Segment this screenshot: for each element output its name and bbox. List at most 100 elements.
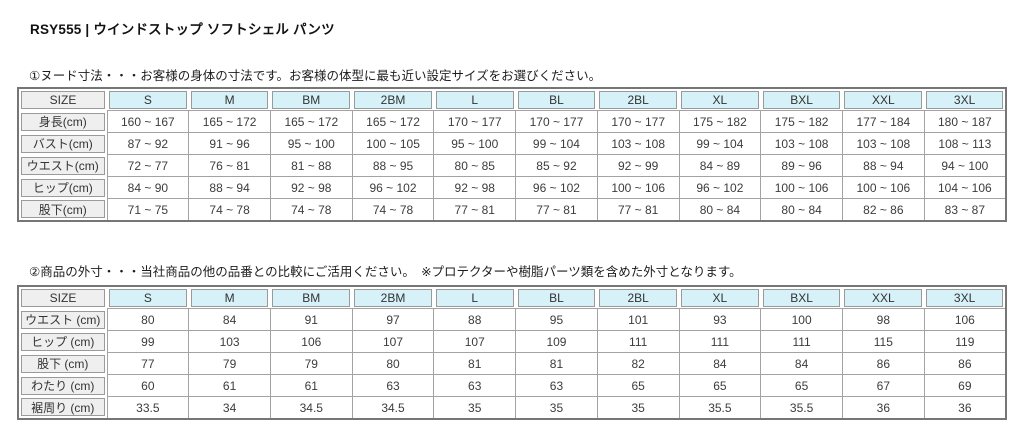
row-label: バスト(cm) <box>21 134 105 153</box>
size-column-header: 2BL <box>597 286 680 309</box>
table-row: 股下 (cm) 77 79 79 80 81 81 82 84 84 86 86 <box>18 352 1007 375</box>
size-column-header: BM <box>270 286 353 309</box>
size-column-header: BXL <box>760 286 843 309</box>
data-cell: 96 ~ 102 <box>351 176 435 199</box>
data-cell: 71 ~ 75 <box>106 198 190 222</box>
row-label-cell: ヒップ (cm) <box>18 330 107 353</box>
data-cell: 175 ~ 182 <box>760 110 843 133</box>
data-cell: 88 <box>433 308 517 331</box>
data-cell: 65 <box>678 374 762 397</box>
data-cell: 96 ~ 102 <box>678 176 762 199</box>
data-cell: 74 ~ 78 <box>269 198 353 222</box>
row-label-cell: 股下(cm) <box>18 198 107 221</box>
table-row: ウエスト(cm) 72 ~ 77 76 ~ 81 81 ~ 88 88 ~ 95 80 ~… <box>18 154 1007 177</box>
size-column-label: XXL <box>844 288 923 307</box>
data-cell: 88 ~ 95 <box>351 154 435 177</box>
size-column-header: S <box>107 88 189 111</box>
data-cell: 34.5 <box>269 396 353 420</box>
data-cell: 100 <box>760 308 843 331</box>
row-label-cell: ヒップ(cm) <box>18 176 107 199</box>
data-cell: 100 ~ 106 <box>841 176 925 199</box>
data-cell: 111 <box>760 330 843 353</box>
product-dimensions-table: SIZE S M BM 2BM L BL 2BL XL BXL XXL 3XL ウエスト (cm) 80 8… <box>17 285 1007 420</box>
data-cell: 103 ~ 108 <box>760 132 843 155</box>
data-cell: 77 ~ 81 <box>515 198 598 222</box>
row-label-cell: 股下 (cm) <box>18 352 107 375</box>
size-column-label: M <box>190 90 269 109</box>
note-nude-measurements: ①ヌード寸法・・・お客様の身体の寸法です。お客様の体型に最も近い設定サイズをお選… <box>29 69 602 83</box>
data-cell: 34.5 <box>351 396 435 420</box>
data-cell: 74 ~ 78 <box>351 198 435 222</box>
data-cell: 165 ~ 172 <box>351 110 435 133</box>
size-column-header: L <box>433 88 516 111</box>
row-label: 身長(cm) <box>21 112 105 131</box>
data-cell: 69 <box>923 374 1007 397</box>
data-cell: 85 ~ 92 <box>515 154 598 177</box>
size-column-header: BL <box>515 88 598 111</box>
data-cell: 86 <box>841 352 925 375</box>
header-row: SIZE S M BM 2BM L BL 2BL XL BXL XXL 3XL <box>18 88 1006 111</box>
size-column-header: XL <box>679 286 761 309</box>
size-column-label: XL <box>681 90 759 109</box>
data-cell: 95 <box>515 308 598 331</box>
data-cell: 88 ~ 94 <box>841 154 925 177</box>
data-cell: 35 <box>515 396 598 420</box>
product-title: RSY555 | ウインドストップ ソフトシェル パンツ <box>30 22 335 37</box>
data-cell: 111 <box>596 330 680 353</box>
data-cell: 91 <box>269 308 353 331</box>
data-cell: 165 ~ 172 <box>269 110 353 133</box>
size-column-header: S <box>107 286 189 309</box>
row-label-cell: バスト(cm) <box>18 132 107 155</box>
data-cell: 94 ~ 100 <box>923 154 1007 177</box>
size-column-header: M <box>188 286 271 309</box>
data-cell: 67 <box>841 374 925 397</box>
data-cell: 77 <box>106 352 190 375</box>
size-column-label: L <box>435 288 514 307</box>
data-cell: 84 <box>678 352 762 375</box>
size-column-label: 2BL <box>599 90 678 109</box>
data-cell: 92 ~ 99 <box>596 154 680 177</box>
data-cell: 84 ~ 90 <box>106 176 190 199</box>
size-column-label: S <box>109 288 187 307</box>
data-cell: 33.5 <box>106 396 190 420</box>
data-cell: 36 <box>841 396 925 420</box>
data-cell: 103 ~ 108 <box>596 132 680 155</box>
size-column-label: M <box>190 288 269 307</box>
data-cell: 61 <box>269 374 353 397</box>
data-cell: 61 <box>188 374 271 397</box>
data-cell: 98 <box>841 308 925 331</box>
data-cell: 63 <box>433 374 517 397</box>
size-column-label: S <box>109 90 187 109</box>
data-cell: 81 <box>433 352 517 375</box>
size-column-label: 2BM <box>354 288 432 307</box>
data-cell: 104 ~ 106 <box>923 176 1007 199</box>
data-cell: 175 ~ 182 <box>678 110 762 133</box>
size-column-header: 2BL <box>597 88 680 111</box>
data-cell: 165 ~ 172 <box>188 110 271 133</box>
row-label: 裾周り (cm) <box>21 398 105 417</box>
size-column-header: L <box>433 286 516 309</box>
size-column-label: 3XL <box>926 288 1003 307</box>
data-cell: 100 ~ 105 <box>351 132 435 155</box>
data-cell: 35 <box>433 396 517 420</box>
size-column-label: BXL <box>762 90 841 109</box>
size-column-header: M <box>188 88 271 111</box>
size-column-header: BXL <box>760 88 843 111</box>
data-cell: 81 <box>515 352 598 375</box>
data-cell: 86 <box>923 352 1007 375</box>
data-cell: 80 ~ 84 <box>760 198 843 222</box>
data-cell: 74 ~ 78 <box>188 198 271 222</box>
row-label-cell: ウエスト(cm) <box>18 154 107 177</box>
data-cell: 63 <box>515 374 598 397</box>
data-cell: 96 ~ 102 <box>515 176 598 199</box>
size-column-label: BL <box>517 288 596 307</box>
data-cell: 35 <box>596 396 680 420</box>
data-cell: 109 <box>515 330 598 353</box>
table-row: わたり (cm) 60 61 61 63 63 63 65 65 65 67 69 <box>18 374 1007 397</box>
size-column-header: XXL <box>842 286 925 309</box>
size-column-label: XXL <box>844 90 923 109</box>
data-cell: 88 ~ 94 <box>188 176 271 199</box>
table-row: ウエスト (cm) 80 84 91 97 88 95 101 93 100 98 106 <box>18 308 1007 331</box>
data-cell: 101 <box>596 308 680 331</box>
